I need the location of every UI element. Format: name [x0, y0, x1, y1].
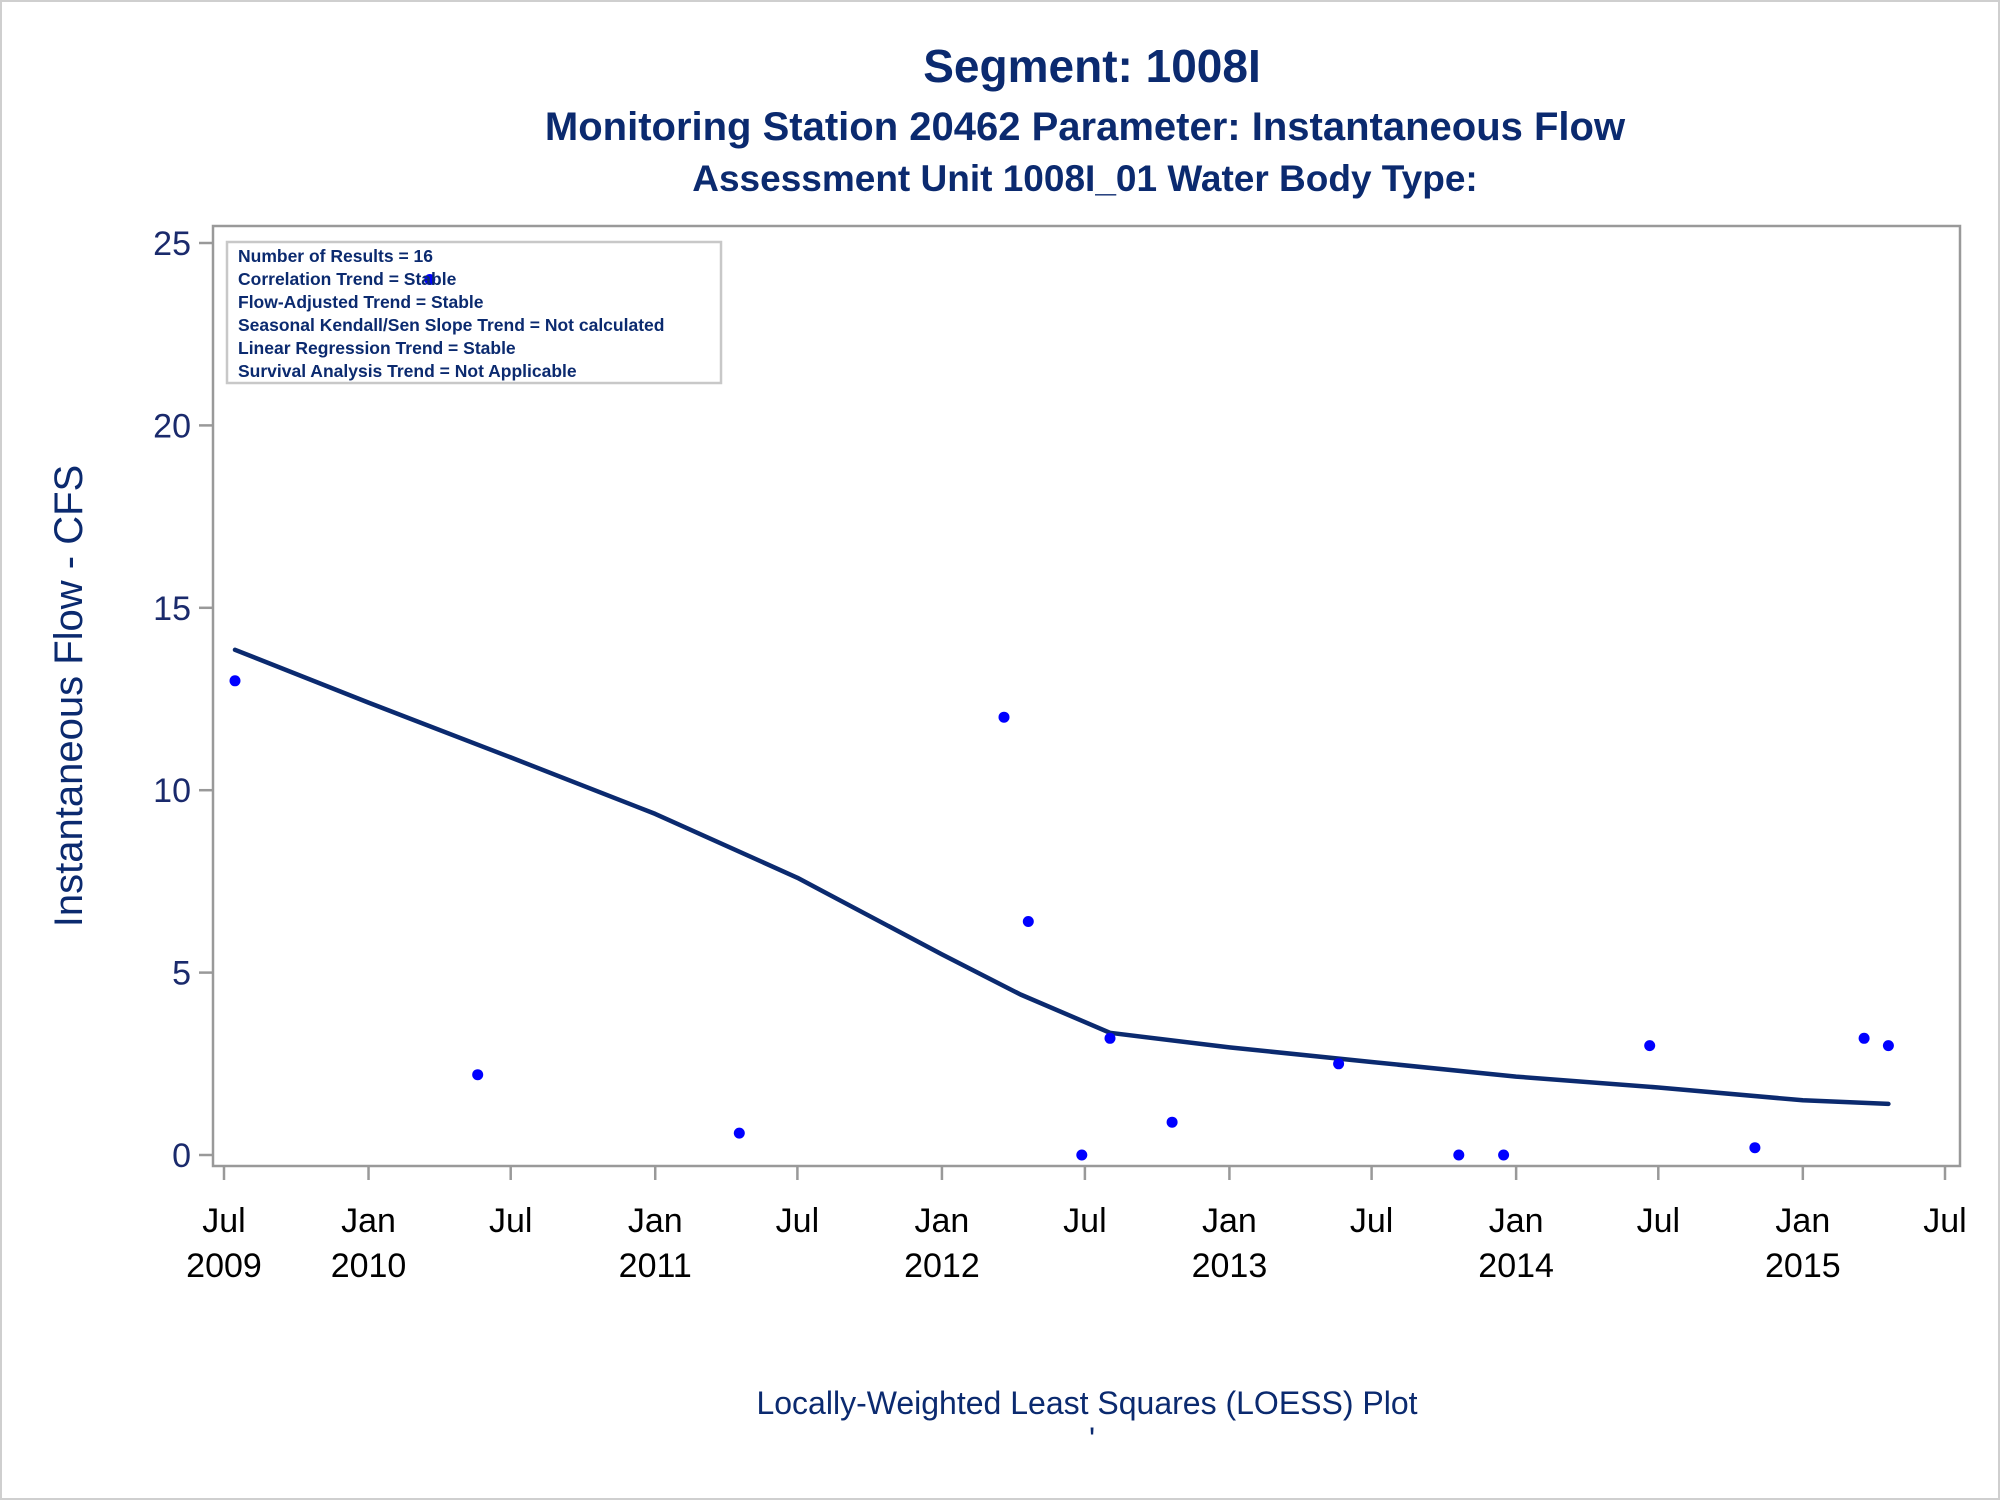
- data-point: [733, 1127, 745, 1139]
- y-tick-label: 20: [153, 407, 191, 445]
- x-tick-label-month: Jan: [1202, 1202, 1257, 1240]
- x-tick-label-month: Jul: [776, 1202, 819, 1240]
- summary-seasonal-kendall-trend: Seasonal Kendall/Sen Slope Trend = Not c…: [238, 315, 664, 335]
- y-tick-label: 10: [153, 772, 191, 810]
- x-tick-label-year: 2009: [186, 1247, 262, 1285]
- y-tick-label: 25: [153, 225, 191, 263]
- trend-summary-box: Number of Results = 16 Correlation Trend…: [225, 240, 723, 385]
- chart-title: Segment: 1008I: [923, 40, 1260, 92]
- x-tick-label-month: Jul: [1063, 1202, 1106, 1240]
- data-point: [229, 675, 241, 687]
- x-tick-label-year: 2012: [904, 1247, 980, 1285]
- summary-number-of-results: Number of Results = 16: [238, 246, 433, 266]
- y-tick-label: 15: [153, 590, 191, 628]
- data-point: [1022, 916, 1034, 927]
- plot-area: [211, 224, 1962, 1168]
- loess-line: [232, 647, 1891, 1107]
- data-point: [1104, 1032, 1116, 1044]
- data-point: [1882, 1040, 1894, 1052]
- footnote-mark: ': [1089, 1421, 1095, 1457]
- summary-flow-adjusted-trend: Flow-Adjusted Trend = Stable: [238, 292, 484, 312]
- data-point: [1644, 1040, 1656, 1052]
- y-tick-label: 5: [172, 955, 191, 993]
- data-point: [1166, 1116, 1178, 1128]
- x-tick-label-month: Jul: [1923, 1202, 1966, 1240]
- summary-survival-analysis-trend: Survival Analysis Trend = Not Applicable: [238, 361, 577, 381]
- x-tick-label-month: Jul: [489, 1202, 532, 1240]
- data-point: [1749, 1142, 1761, 1154]
- data-point: [1498, 1149, 1510, 1161]
- x-tick-label-month: Jan: [1775, 1202, 1830, 1240]
- data-point: [424, 274, 436, 285]
- y-axis-label: Instantaneous Flow - CFS: [47, 465, 91, 927]
- x-tick-label-month: Jul: [1350, 1202, 1393, 1240]
- data-point: [472, 1069, 484, 1081]
- data-point: [1858, 1032, 1870, 1044]
- x-tick-label-month: Jan: [915, 1202, 970, 1240]
- x-tick-label-month: Jan: [341, 1202, 396, 1240]
- data-points-layer: [229, 274, 1894, 1161]
- x-tick-label-month: Jan: [628, 1202, 683, 1240]
- trend-summary-border: [225, 240, 723, 385]
- loess-curve-layer: [232, 647, 1891, 1107]
- data-point: [1333, 1058, 1345, 1070]
- x-tick-label-year: 2014: [1478, 1247, 1554, 1285]
- x-tick-label-year: 2013: [1192, 1247, 1268, 1285]
- x-tick-label-month: Jul: [1637, 1202, 1680, 1240]
- x-tick-label-year: 2010: [331, 1247, 407, 1285]
- x-axis: Jul 2009 Jan 2010 Jul Jan 2011 Jul Jan 2012 Jul Jan…: [186, 1166, 1967, 1285]
- x-tick-label-month: Jan: [1489, 1202, 1544, 1240]
- x-tick-label-month: Jul: [202, 1202, 245, 1240]
- summary-linear-regression-trend: Linear Regression Trend = Stable: [238, 338, 516, 358]
- y-tick-label: 0: [172, 1137, 191, 1175]
- x-tick-label-year: 2015: [1765, 1247, 1841, 1285]
- chart-subtitle-2: Assessment Unit 1008I_01 Water Body Type…: [692, 158, 1478, 199]
- data-point: [1453, 1149, 1465, 1161]
- data-point: [1076, 1149, 1088, 1161]
- footnote: Locally-Weighted Least Squares (LOESS) P…: [756, 1385, 1417, 1421]
- data-point: [998, 711, 1010, 723]
- summary-correlation-trend: Correlation Trend = Stable: [238, 269, 457, 289]
- x-tick-label-year: 2011: [619, 1247, 692, 1285]
- y-axis: 0 5 10 15 20 25: [153, 225, 213, 1175]
- chart-subtitle: Monitoring Station 20462 Parameter: Inst…: [545, 105, 1626, 149]
